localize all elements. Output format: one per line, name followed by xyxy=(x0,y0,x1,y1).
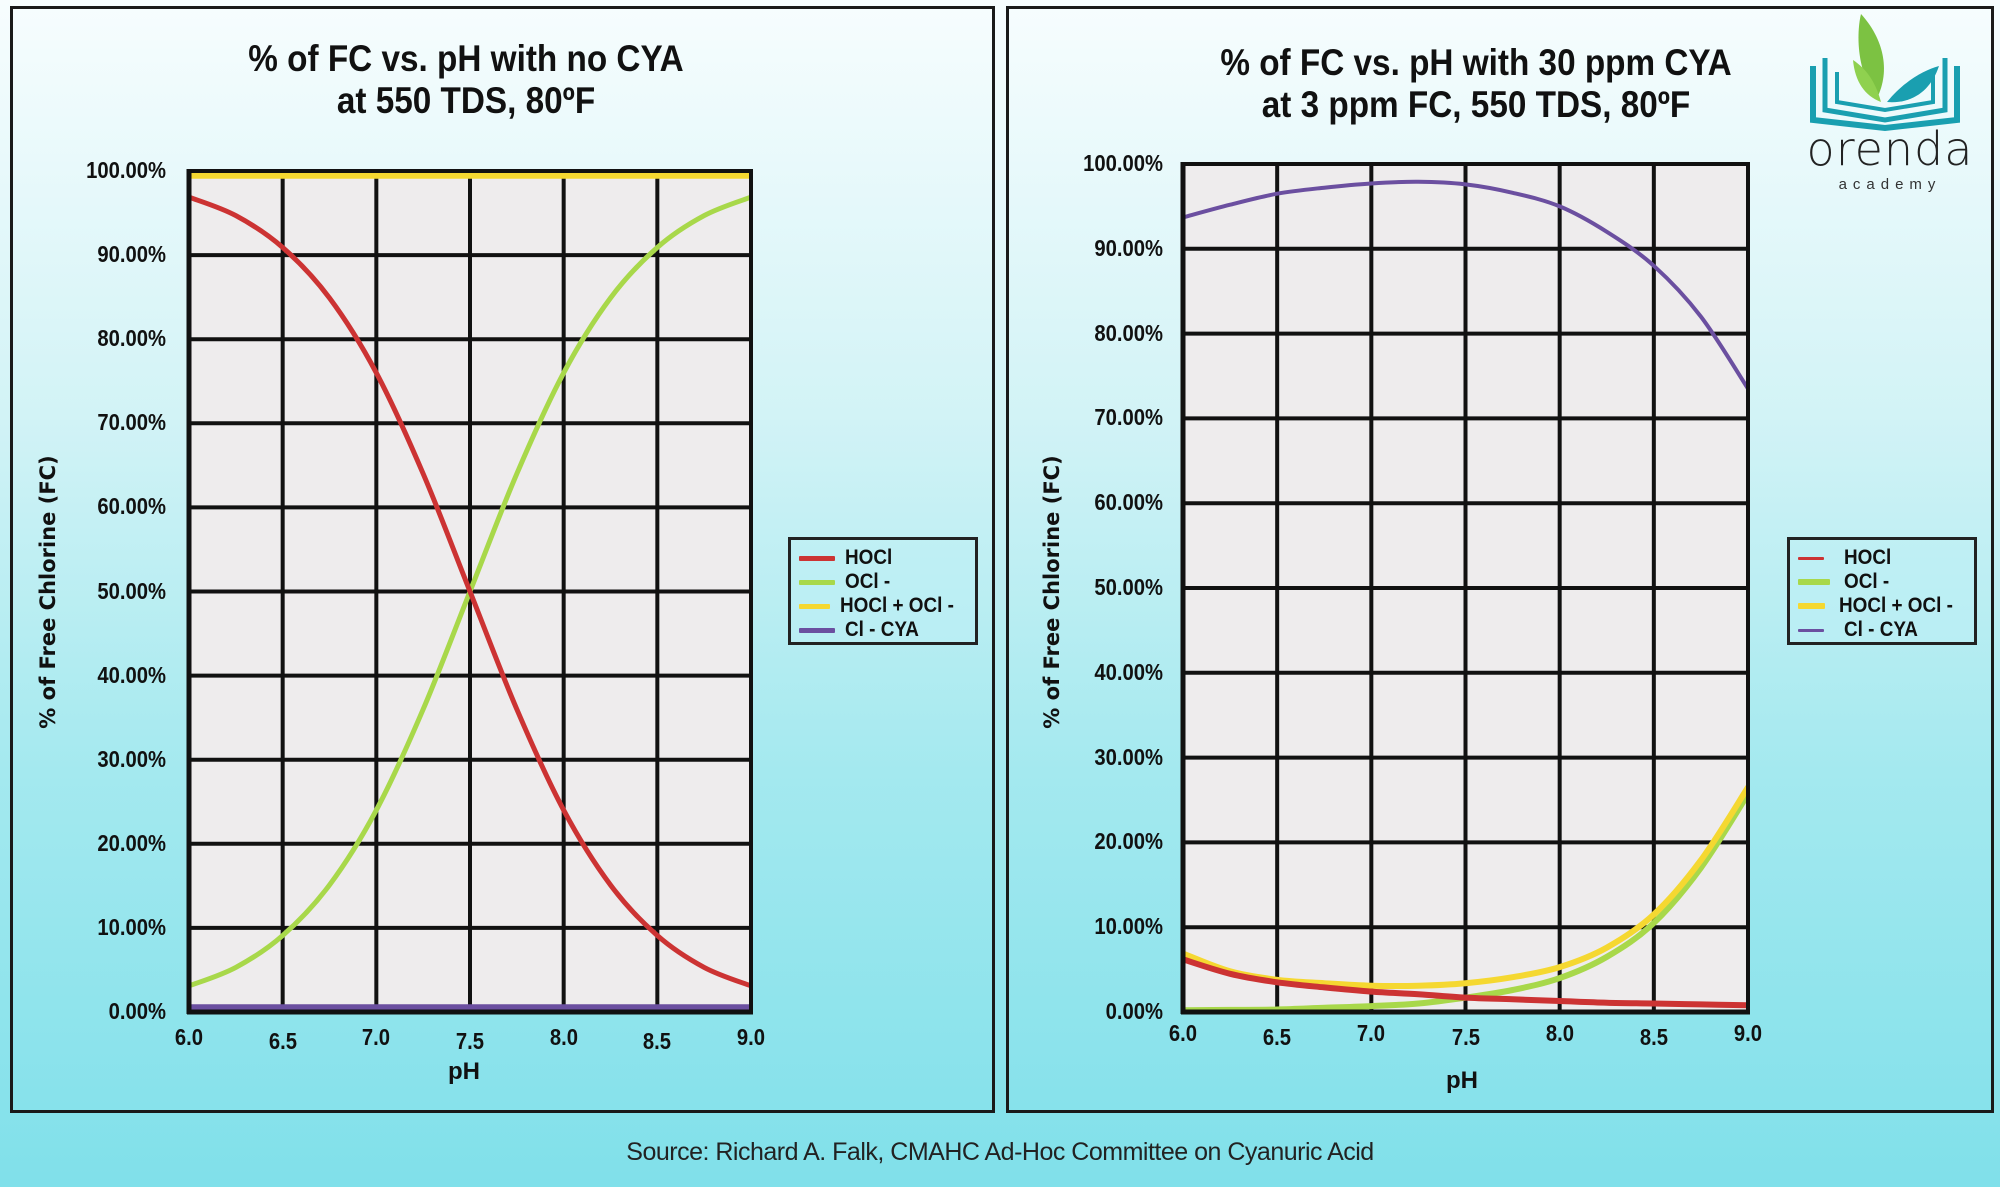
left-y-tick-label: 60.00% xyxy=(97,493,166,520)
right-y-tick-label: 20.00% xyxy=(1094,828,1163,855)
book-leaf-icon xyxy=(1810,14,1960,132)
left-y-tick-label: 90.00% xyxy=(97,241,166,268)
legend-label: HOCl + OCl - xyxy=(1839,594,1954,617)
legend-item: Cl - CYA xyxy=(1798,618,1966,642)
right-y-tick-label: 100.00% xyxy=(1083,150,1163,176)
source-caption: Source: Richard A. Falk, CMAHC Ad-Hoc Co… xyxy=(626,1138,1374,1166)
logo-subtitle: academy xyxy=(1838,176,1942,193)
left-x-tick-label: 6.0 xyxy=(174,1024,204,1050)
left-x-tick-label: 9.0 xyxy=(736,1024,766,1050)
legend-item: HOCl + OCl - xyxy=(799,594,967,618)
left-x-tick-label: 8.0 xyxy=(549,1024,578,1050)
right-y-tick-label: 90.00% xyxy=(1094,234,1163,261)
legend-label: Cl - CYA xyxy=(845,618,919,641)
right-x-tick-label: 7.5 xyxy=(1451,1024,1480,1050)
left-x-tick-label: 6.5 xyxy=(268,1028,297,1054)
logo-wordmark: orenda xyxy=(1806,122,1974,176)
left-chart-panel xyxy=(10,6,995,1113)
right-y-tick-label: 0.00% xyxy=(1105,998,1163,1024)
legend-swatch xyxy=(1798,628,1824,632)
right-x-tick-label: 8.5 xyxy=(1639,1024,1668,1050)
right-title-line-2: at 3 ppm FC, 550 TDS, 80ºF xyxy=(1261,84,1691,125)
legend-label: OCl - xyxy=(1844,570,1890,593)
left-y-axis-label: % of Free Chlorine (FC) xyxy=(36,455,60,729)
right-x-tick-label: 6.5 xyxy=(1263,1024,1292,1050)
right-y-tick-label: 30.00% xyxy=(1094,743,1163,770)
left-y-tick-label: 20.00% xyxy=(97,829,166,856)
orenda-academy-logo: orenda academy xyxy=(1795,10,1985,200)
legend-swatch xyxy=(799,579,835,585)
right-chart-title: % of FC vs. pH with 30 ppm CYA at 3 ppm … xyxy=(1161,42,1791,126)
legend-item: OCl - xyxy=(799,570,967,594)
left-y-tick-label: 0.00% xyxy=(108,998,166,1024)
right-y-tick-label: 40.00% xyxy=(1094,658,1163,685)
right-x-axis-label: pH xyxy=(1446,1067,1478,1094)
right-x-tick-label: 8.0 xyxy=(1545,1020,1574,1046)
left-x-tick-label: 7.0 xyxy=(362,1024,391,1050)
right-x-tick-label: 6.0 xyxy=(1168,1020,1198,1046)
legend-label: HOCl + OCl - xyxy=(840,594,955,617)
left-title-line-2: at 550 TDS, 80ºF xyxy=(336,80,596,121)
left-chart-title: % of FC vs. pH with no CYA at 550 TDS, 8… xyxy=(196,38,736,122)
legend-label: HOCl xyxy=(1844,546,1892,569)
left-y-tick-label: 40.00% xyxy=(97,661,166,688)
right-chart-panel xyxy=(1006,6,1994,1113)
legend-item: HOCl xyxy=(1798,546,1966,570)
right-x-tick-label: 7.0 xyxy=(1357,1020,1386,1046)
left-y-tick-label: 10.00% xyxy=(97,913,166,940)
legend-label: OCl - xyxy=(845,570,891,593)
left-x-tick-label: 8.5 xyxy=(643,1028,672,1054)
right-legend: HOCl OCl - HOCl + OCl - Cl - CYA xyxy=(1787,537,1977,645)
legend-swatch xyxy=(799,627,835,633)
left-legend: HOCl OCl - HOCl + OCl - Cl - CYA xyxy=(788,537,978,645)
right-y-tick-label: 10.00% xyxy=(1094,913,1163,940)
right-y-tick-label: 80.00% xyxy=(1094,319,1163,346)
right-y-tick-label: 70.00% xyxy=(1094,404,1163,431)
legend-swatch xyxy=(799,603,831,609)
legend-swatch xyxy=(1798,556,1824,560)
left-series-hocl xyxy=(189,194,751,989)
right-title-line-1: % of FC vs. pH with 30 ppm CYA xyxy=(1220,42,1732,83)
legend-item: HOCl + OCl - xyxy=(1798,594,1966,618)
legend-swatch xyxy=(1798,603,1826,609)
legend-item: Cl - CYA xyxy=(799,618,967,642)
legend-item: OCl - xyxy=(1798,570,1966,594)
legend-item: HOCl xyxy=(799,546,967,570)
left-x-axis-label: pH xyxy=(448,1058,480,1085)
left-x-tick-label: 7.5 xyxy=(455,1028,485,1054)
legend-swatch xyxy=(799,555,835,561)
right-x-tick-label: 9.0 xyxy=(1733,1020,1763,1046)
right-y-tick-label: 60.00% xyxy=(1094,489,1163,516)
left-title-line-1: % of FC vs. pH with no CYA xyxy=(248,38,684,79)
left-y-tick-label: 70.00% xyxy=(97,409,166,436)
legend-swatch xyxy=(1798,579,1830,585)
left-y-tick-label: 100.00% xyxy=(86,157,166,183)
right-series-hocl xyxy=(1183,956,1748,1009)
right-y-axis-label: % of Free Chlorine (FC) xyxy=(1040,455,1064,729)
left-y-tick-label: 30.00% xyxy=(97,745,166,772)
right-y-tick-label: 50.00% xyxy=(1094,574,1163,600)
left-y-tick-label: 50.00% xyxy=(97,577,166,604)
left-y-tick-label: 80.00% xyxy=(97,325,166,352)
right-series-cl-cya xyxy=(1183,179,1748,391)
legend-label: HOCl xyxy=(845,546,893,569)
legend-label: Cl - CYA xyxy=(1844,618,1918,641)
